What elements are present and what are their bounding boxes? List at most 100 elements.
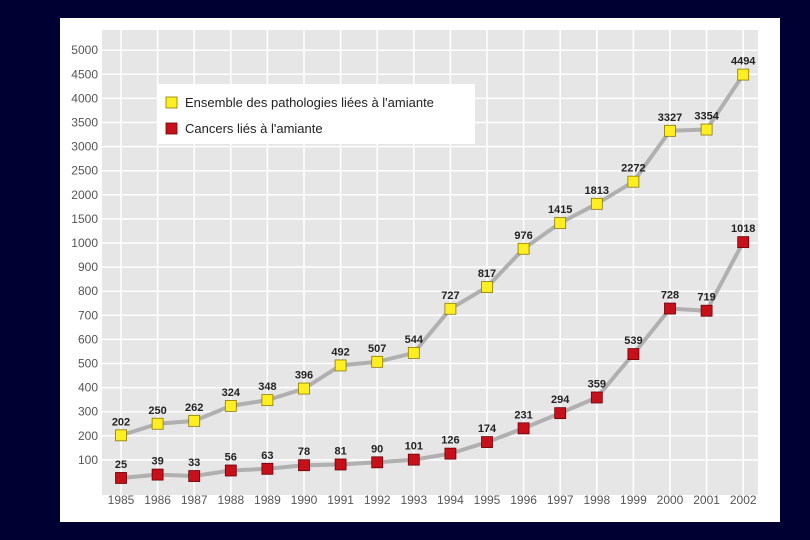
data-label: 976 <box>514 230 532 242</box>
x-tick-label: 1987 <box>181 493 208 507</box>
line-chart: 100 200 300 400 500 600 700 800 900 1000 1500 2000 2… <box>71 30 758 507</box>
data-label: 39 <box>151 456 163 468</box>
data-label: 3354 <box>694 111 719 123</box>
y-tick-label: 200 <box>78 429 98 443</box>
data-label: 202 <box>112 416 130 428</box>
data-point <box>334 458 347 471</box>
y-tick-label: 700 <box>78 308 98 322</box>
data-label: 1018 <box>731 223 755 235</box>
data-point <box>590 391 603 404</box>
data-point <box>224 464 237 477</box>
data-point <box>151 417 164 430</box>
data-point <box>188 470 201 482</box>
data-label: 324 <box>222 387 241 399</box>
chart-panel: 100 200 300 400 500 600 700 800 900 1000 1500 2000 2… <box>60 18 780 522</box>
legend-swatch <box>165 96 178 109</box>
x-tick-label: 1993 <box>400 493 427 507</box>
x-tick-label: 1998 <box>583 493 610 507</box>
y-tick-label: 900 <box>78 260 98 274</box>
data-label: 4494 <box>731 56 756 68</box>
x-tick-label: 1995 <box>474 493 501 507</box>
y-tick-label: 300 <box>78 405 98 419</box>
y-tick-label: 600 <box>78 332 98 346</box>
x-tick-label: 2002 <box>730 493 757 507</box>
data-point <box>298 459 310 472</box>
y-tick-label: 2500 <box>71 164 98 178</box>
data-point <box>554 407 567 420</box>
data-label: 396 <box>295 370 313 382</box>
data-label: 359 <box>588 378 606 390</box>
data-point <box>188 414 201 427</box>
data-label: 294 <box>551 394 570 406</box>
data-label: 348 <box>258 381 276 393</box>
x-tick-label: 1988 <box>217 493 244 507</box>
data-label: 727 <box>441 290 459 302</box>
x-tick-label: 1997 <box>547 493 574 507</box>
data-point <box>590 197 603 210</box>
x-tick-label: 1985 <box>108 493 135 507</box>
data-point <box>627 348 640 361</box>
data-point <box>261 394 274 407</box>
data-point <box>517 242 530 255</box>
data-label: 492 <box>331 346 349 358</box>
y-tick-label: 800 <box>78 284 98 298</box>
data-label: 231 <box>514 409 532 421</box>
data-point <box>700 123 713 136</box>
data-point <box>407 453 420 466</box>
data-point <box>371 355 384 368</box>
data-point <box>224 400 237 412</box>
x-tick-label: 1990 <box>291 493 318 507</box>
data-label: 33 <box>188 457 200 469</box>
data-label: 250 <box>148 405 166 417</box>
data-label: 2272 <box>621 163 645 175</box>
y-tick-label: 2000 <box>71 188 98 202</box>
data-point <box>481 436 493 448</box>
data-point <box>517 422 530 435</box>
x-tick-label: 2001 <box>693 493 720 507</box>
y-tick-label: 400 <box>78 381 98 395</box>
y-tick-label: 1500 <box>71 212 98 226</box>
data-label: 56 <box>225 452 237 464</box>
data-point <box>554 217 567 229</box>
data-label: 262 <box>185 402 203 414</box>
data-point <box>481 281 493 294</box>
x-tick-label: 1992 <box>364 493 391 507</box>
data-point <box>444 447 457 460</box>
data-point <box>334 359 347 372</box>
data-point <box>627 175 640 188</box>
data-point <box>261 462 274 475</box>
data-label: 3327 <box>658 112 682 124</box>
data-label: 81 <box>334 445 346 457</box>
series-line-all-pathologies <box>120 73 745 438</box>
data-label: 126 <box>441 435 459 447</box>
data-label: 544 <box>405 334 424 346</box>
data-label: 507 <box>368 343 386 355</box>
data-label: 25 <box>115 459 127 471</box>
data-point <box>737 236 750 249</box>
x-tick-label: 1989 <box>254 493 281 507</box>
data-point <box>664 302 676 315</box>
legend-label: Ensemble des pathologies liées à l'amian… <box>185 95 434 110</box>
y-tick-label: 100 <box>78 453 98 467</box>
x-tick-label: 1986 <box>144 493 171 507</box>
data-point <box>371 456 384 469</box>
legend-box <box>157 84 475 144</box>
data-label: 539 <box>624 335 642 347</box>
series-line-cancers <box>120 241 745 480</box>
data-label: 1415 <box>548 204 572 216</box>
y-tick-label: 4000 <box>71 91 98 105</box>
y-tick-label: 500 <box>78 357 98 371</box>
data-label: 728 <box>661 290 679 302</box>
y-tick-label: 1000 <box>71 236 98 250</box>
data-label: 90 <box>371 443 383 455</box>
legend-label: Cancers liés à l'amiante <box>185 121 323 136</box>
data-point <box>737 68 750 81</box>
data-label: 817 <box>478 268 496 280</box>
data-label: 101 <box>405 441 423 453</box>
data-point <box>151 468 164 481</box>
y-tick-label: 3500 <box>71 116 98 130</box>
legend-swatch <box>165 122 178 135</box>
data-point <box>664 124 676 137</box>
x-tick-label: 1999 <box>620 493 647 507</box>
data-point <box>444 302 457 315</box>
